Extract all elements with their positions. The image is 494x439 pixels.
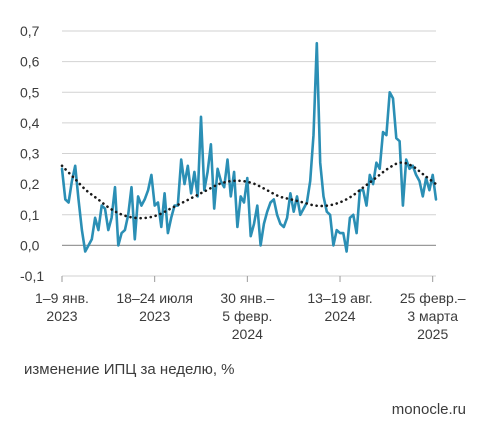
cpi-weekly-line	[60, 41, 438, 253]
series-lines	[60, 41, 438, 253]
y-tick-label: 0,6	[20, 54, 40, 70]
trend-line	[60, 161, 438, 220]
x-tick-label: 30 янв.–	[220, 290, 274, 306]
x-tick-label: 13–19 авг.	[307, 290, 372, 306]
y-tick-label: 0,3	[20, 146, 40, 162]
y-tick-label: 0,0	[20, 237, 40, 253]
x-tick-label: 2024	[324, 308, 355, 324]
x-tick-label: 2024	[232, 326, 263, 342]
source-label: monocle.ru	[391, 401, 466, 418]
x-tick-label: 2023	[46, 308, 77, 324]
x-tick-label: 2025	[417, 326, 448, 342]
chart: -0,1 0,0 0,1 0,2 0,3 0,4 0,5 0,6 0,7 1–9 янв. 202…	[20, 23, 466, 342]
grid-lines	[62, 30, 436, 277]
y-tick-label: 0,4	[20, 115, 40, 131]
x-tick-label: 3 марта	[407, 308, 458, 324]
x-tick-label: 18–24 июля	[116, 290, 193, 306]
y-tick-label: 0,5	[20, 84, 40, 100]
y-tick-label: 0,2	[20, 176, 40, 192]
y-tick-label: -0,1	[20, 268, 44, 284]
x-tick-label: 5 февр.	[222, 308, 272, 324]
x-tick-label: 25 февр.–	[400, 290, 466, 306]
x-tick-label: 2023	[139, 308, 170, 324]
y-tick-label: 0,7	[20, 23, 40, 39]
x-tick-labels: 1–9 янв. 2023 18–24 июля 2023 30 янв.– 5 февр…	[35, 276, 466, 342]
y-tick-labels: -0,1 0,0 0,1 0,2 0,3 0,4 0,5 0,6 0,7	[20, 23, 44, 284]
y-tick-label: 0,1	[20, 207, 40, 223]
x-tick-label: 1–9 янв.	[35, 290, 89, 306]
chart-caption: изменение ИПЦ за неделю, %	[24, 361, 235, 378]
